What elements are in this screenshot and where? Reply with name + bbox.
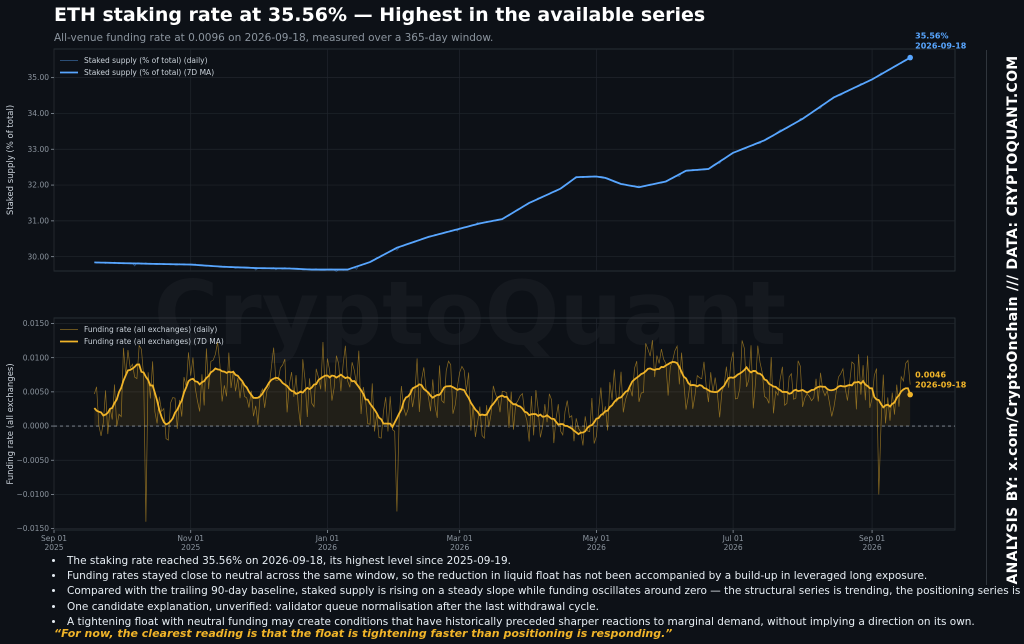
note-item: Compared with the trailing 90-day baseli… xyxy=(65,584,1024,599)
y-tick-label: −0.0100 xyxy=(16,490,49,499)
y-axis-title: Staked supply (% of total) xyxy=(6,105,16,215)
y-tick-label: 0.0000 xyxy=(23,422,49,431)
x-tick-year: 2026 xyxy=(724,543,743,552)
funding-ma-line xyxy=(93,360,912,436)
funding-end-date: 2026-09-18 xyxy=(915,381,967,390)
y-tick-label: 34.00 xyxy=(28,109,50,118)
x-tick-year: 2026 xyxy=(318,543,337,552)
funding-daily-line xyxy=(94,340,911,522)
y-tick-label: 35.00 xyxy=(28,73,50,82)
x-tick-year: 2026 xyxy=(450,543,469,552)
staking-end-date: 2026-09-18 xyxy=(915,42,967,51)
funding-ma-area xyxy=(94,361,911,435)
note-item: Funding rates stayed close to neutral ac… xyxy=(65,569,965,584)
x-tick-year: 2025 xyxy=(181,543,200,552)
y-tick-label: −0.0150 xyxy=(16,524,49,533)
y-tick-label: 0.0050 xyxy=(23,387,49,396)
note-item: The staking rate reached 35.56% on 2026-… xyxy=(65,554,965,569)
staking-daily-line xyxy=(94,57,911,272)
legend-entry: Funding rate (all exchanges) (7D MA) xyxy=(84,337,224,346)
chart-subtitle: All-venue funding rate at 0.0096 on 2026… xyxy=(54,32,494,44)
staking-end-value: 35.56% xyxy=(915,32,948,41)
legend-entry: Funding rate (all exchanges) (daily) xyxy=(84,325,217,334)
note-item: One candidate explanation, unverified: v… xyxy=(65,600,965,615)
x-tick-label: Sep 01 xyxy=(859,534,885,543)
x-tick-year: 2026 xyxy=(587,543,606,552)
x-tick-label: May 01 xyxy=(583,534,611,543)
x-tick-label: Sep 01 xyxy=(41,534,67,543)
funding-end-value: 0.0046 xyxy=(915,371,946,380)
watermark: CryptoQuant xyxy=(154,262,786,365)
legend-entry: Staked supply (% of total) (daily) xyxy=(84,56,208,65)
staking-ma-line xyxy=(94,56,911,271)
staking-end-point xyxy=(907,54,913,61)
y-tick-label: 30.00 xyxy=(28,252,50,261)
chart-title: ETH staking rate at 35.56% — Highest in … xyxy=(54,4,706,26)
side-divider xyxy=(986,50,987,585)
x-tick-label: Nov 01 xyxy=(177,534,204,543)
notes-list: The staking rate reached 35.56% on 2026-… xyxy=(52,554,1024,630)
y-axis-title: Funding rate (all exchanges) xyxy=(6,363,16,484)
x-tick-label: Mar 01 xyxy=(447,534,473,543)
staking-plot-frame xyxy=(53,48,956,272)
x-tick-label: Jan 01 xyxy=(315,534,340,543)
x-tick-label: Jul 01 xyxy=(722,534,744,543)
y-tick-label: 0.0100 xyxy=(23,353,49,362)
y-tick-label: 33.00 xyxy=(28,145,50,154)
funding-panel: −0.0150 −0.0100 −0.0050 0.0000 0.0050 0.0100 0… xyxy=(6,317,967,533)
staking-panel: 30.00 31.00 32.00 33.00 34.00 35.00 Staked sup… xyxy=(6,32,967,272)
legend-entry: Staked supply (% of total) (7D MA) xyxy=(84,68,214,77)
y-tick-label: 31.00 xyxy=(28,216,50,225)
x-tick-year: 2026 xyxy=(863,543,882,552)
y-tick-label: −0.0050 xyxy=(16,456,49,465)
note-item: A tightening float with neutral funding … xyxy=(65,615,975,630)
y-tick-label: 32.00 xyxy=(28,181,50,190)
x-tick-year: 2025 xyxy=(44,543,63,552)
funding-end-point xyxy=(907,391,913,398)
key-quote: “For now, the clearest reading is that t… xyxy=(54,627,673,640)
side-credit: ANALYSIS BY: x.com/CryptoOnchain /// DAT… xyxy=(1005,55,1021,585)
y-tick-label: 0.0150 xyxy=(23,319,49,328)
